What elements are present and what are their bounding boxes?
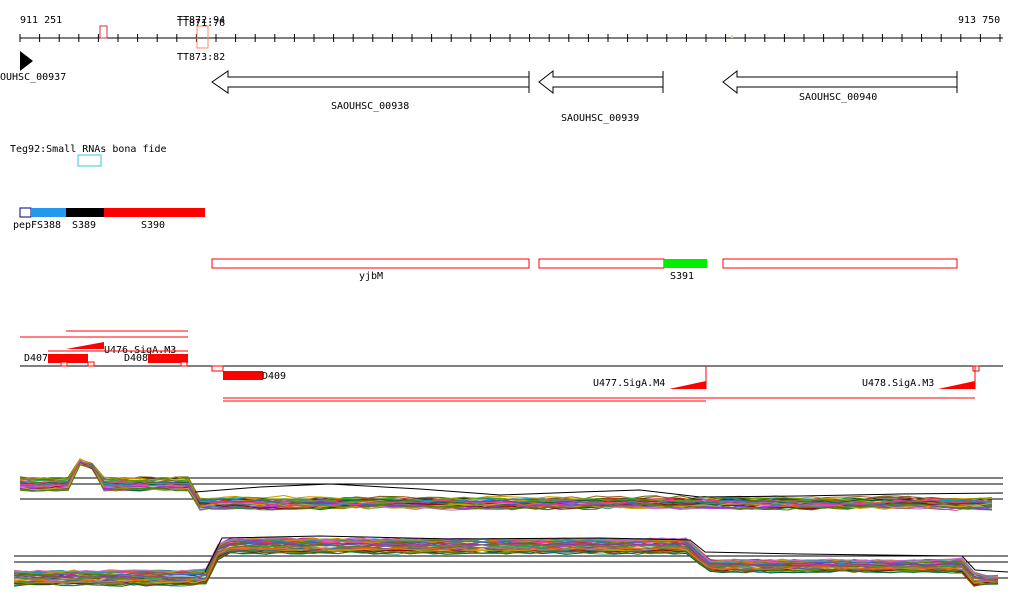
feature-s390[interactable] (104, 208, 205, 217)
transcript-track: U476.SigA.M3 D407 D408 D409 U477.SigA.M4… (20, 330, 1003, 402)
segment-track: pepF S388 S389 S390 yjbM S391 (13, 207, 958, 282)
feature-segment[interactable] (538, 258, 665, 269)
coordinate-ruler: 911 251 913 750 TT872:94 TT871:76 TT873:… (19, 15, 1003, 63)
promoter-wedge[interactable] (66, 342, 104, 349)
feature-label: S388 (37, 220, 61, 231)
gene-label[interactable]: SAOUHSC_00939 (561, 113, 639, 124)
expression-curve (13, 537, 999, 578)
promoter-wedge[interactable] (669, 381, 706, 389)
feature-label: S389 (72, 220, 96, 231)
feature-pepF[interactable] (19, 207, 32, 218)
coord-start-label: 911 251 (20, 15, 62, 26)
small-feature (972, 365, 980, 372)
terminator-marker[interactable] (196, 25, 209, 49)
expression-curve (13, 550, 999, 587)
terminator-marker[interactable] (99, 25, 108, 39)
feature-s388[interactable] (31, 208, 66, 217)
gene-arrow-reverse[interactable] (211, 70, 530, 94)
gene-label[interactable]: SAOUHSC_00938 (331, 101, 409, 112)
ruler-ticks (19, 34, 1001, 42)
gene-label[interactable]: SAOUHSC_00940 (799, 92, 877, 103)
expression-curve (204, 535, 1009, 573)
feature-yjbM[interactable] (211, 258, 530, 269)
small-feature (87, 361, 95, 367)
feature-label: S391 (670, 271, 694, 282)
expression-curve (13, 546, 999, 584)
expression-curves (13, 535, 1009, 587)
expression-curve (13, 541, 999, 580)
feature-d407[interactable] (48, 354, 88, 363)
coord-end-label: 913 750 (958, 15, 1000, 26)
feature-label: D408 (124, 353, 148, 364)
feature-d409[interactable] (223, 371, 263, 380)
small-marker (731, 35, 733, 38)
small-feature (180, 361, 188, 367)
expression-curve (19, 464, 993, 511)
expression-curve (19, 460, 993, 507)
terminator-label[interactable]: TT872:94 (177, 15, 225, 26)
gene-arrow-forward[interactable] (20, 51, 33, 71)
expression-profile-lower (13, 535, 1009, 587)
expression-curve (13, 547, 999, 584)
terminator-label[interactable]: TT871:76 (177, 18, 225, 29)
promoter-label[interactable]: U477.SigA.M4 (593, 378, 665, 389)
gene-arrow-reverse[interactable] (538, 69, 664, 95)
expression-curve (19, 460, 993, 506)
srna-track-label: Teg92:Small RNAs bona fide (10, 144, 167, 155)
feature-d408[interactable] (148, 354, 188, 363)
gene-track: OUHSC_00937 SAOUHSC_00938 SAOUHSC_00939 … (0, 51, 958, 124)
expression-profile-upper (19, 458, 1004, 512)
feature-label: yjbM (359, 271, 383, 282)
feature-label: pepF (13, 220, 37, 231)
terminator-label[interactable]: TT873:82 (177, 52, 225, 63)
expression-curve (19, 458, 993, 503)
feature-s391[interactable] (664, 259, 707, 268)
expression-curves (19, 458, 1004, 512)
feature-label: D409 (262, 371, 286, 382)
feature-label: S390 (141, 220, 165, 231)
srna-track: Teg92:Small RNAs bona fide (10, 144, 167, 167)
srna-feature[interactable] (77, 154, 102, 167)
small-feature (211, 365, 224, 372)
promoter-wedge[interactable] (938, 381, 975, 389)
gene-arrow-reverse[interactable] (722, 69, 958, 95)
promoter-label[interactable]: U478.SigA.M3 (862, 378, 934, 389)
feature-label: D407 (24, 353, 48, 364)
expression-curve (194, 483, 1004, 498)
gene-label[interactable]: OUHSC_00937 (0, 72, 66, 83)
feature-s389[interactable] (66, 208, 104, 217)
expression-curve (13, 543, 999, 581)
expression-curve (19, 461, 993, 504)
small-feature (60, 361, 68, 367)
feature-segment[interactable] (722, 258, 958, 269)
